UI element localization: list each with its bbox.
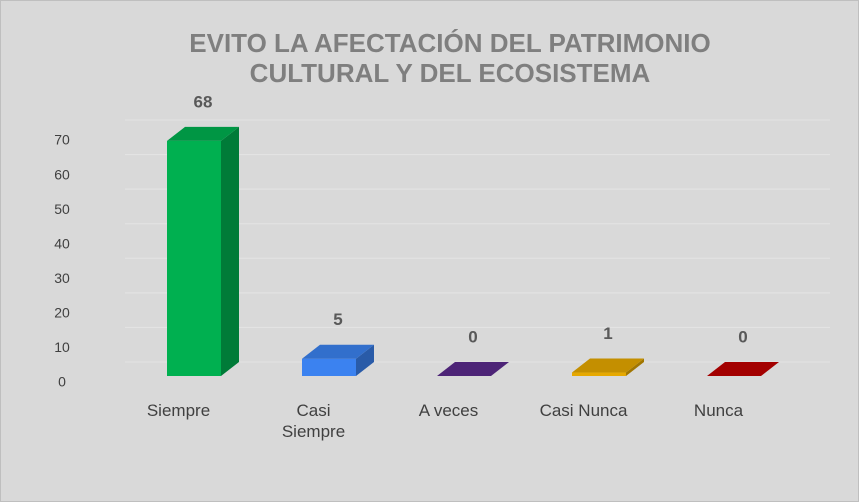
data-label: 0 bbox=[468, 327, 477, 346]
bar-front bbox=[572, 372, 626, 376]
bar-top bbox=[437, 362, 509, 376]
bar-top bbox=[572, 358, 644, 373]
y-tick-label: 10 bbox=[54, 339, 70, 355]
y-tick-label: 70 bbox=[54, 132, 70, 148]
x-tick-label: A veces bbox=[418, 401, 479, 420]
bar-side bbox=[221, 126, 239, 377]
data-label: 0 bbox=[738, 327, 747, 346]
data-label: 5 bbox=[333, 310, 342, 329]
x-tick-label: Siempre bbox=[146, 401, 211, 420]
bar-front bbox=[302, 358, 356, 376]
y-tick-label: 50 bbox=[54, 201, 70, 217]
bar-top bbox=[707, 362, 779, 376]
x-tick-label: Nunca bbox=[693, 401, 744, 420]
x-tick-label: Casi Nunca bbox=[539, 401, 628, 420]
chart-title: EVITO LA AFECTACIÓN DEL PATRIMONIO CULTUR… bbox=[189, 28, 710, 88]
data-label: 68 bbox=[194, 92, 213, 111]
bar-side bbox=[626, 358, 644, 376]
bar-side bbox=[356, 344, 374, 376]
bar-top bbox=[167, 126, 239, 141]
bar-top bbox=[302, 344, 374, 359]
y-tick-label: 60 bbox=[54, 166, 70, 182]
y-tick-label: 20 bbox=[54, 305, 70, 321]
data-label: 1 bbox=[603, 324, 612, 343]
y-tick-label: 40 bbox=[54, 235, 70, 251]
x-tick-label: Casi Siempre bbox=[281, 401, 346, 441]
bar-front bbox=[167, 140, 221, 376]
y-tick-label: 30 bbox=[54, 270, 70, 286]
y-tick-label: 0 bbox=[58, 374, 66, 390]
